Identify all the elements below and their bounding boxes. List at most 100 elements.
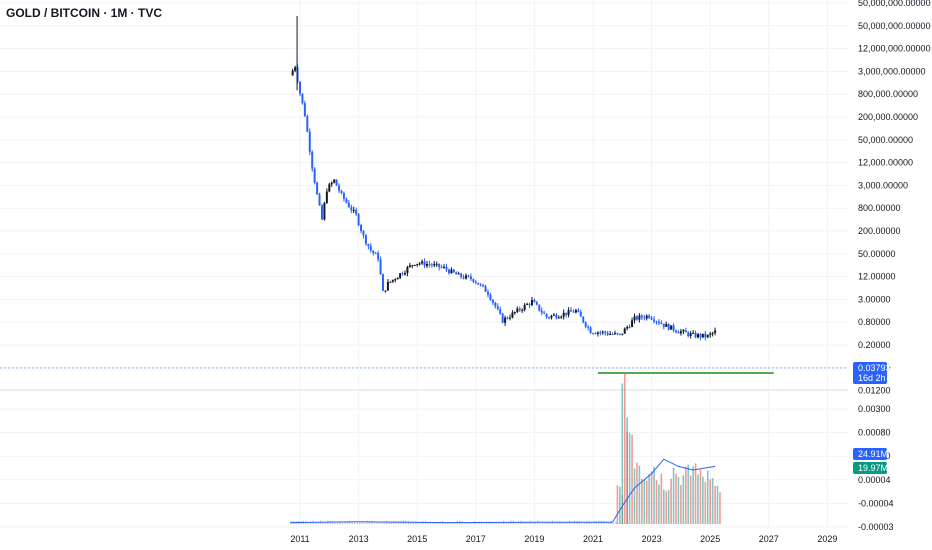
volume-bar [373,522,375,524]
candle-body [572,311,575,313]
time-tick-label: 2027 [759,534,779,544]
time-tick-label: 2023 [642,534,662,544]
price-axis[interactable]: 50,000,000.00000 50,000,000.00000 12,000,0… [858,0,931,532]
volume-bar [471,522,473,524]
candle-body [692,332,695,334]
candle-body [565,312,568,315]
candle-body [577,310,580,312]
candle-body [538,304,541,311]
overlays [0,367,848,524]
candle-body [350,207,353,211]
volume-bar [337,522,339,524]
candle-body [487,291,490,295]
price-tick-label: 50,000,000.00000 [858,0,931,8]
candle-body [357,214,360,226]
volume-bar [628,432,631,524]
volume-bar [660,473,663,524]
candle-body [696,334,699,338]
candle-body [533,300,536,303]
time-tick-label: 2015 [407,534,427,544]
candle-body [406,267,409,274]
candle-body [450,269,453,274]
time-tick-label: 2025 [700,534,720,544]
volume-bar [515,522,517,524]
candle-body [301,93,304,104]
candle-body [452,269,455,273]
candle-body [379,259,382,275]
volume-tick-label: 0.00004 [858,475,891,485]
price-badge [853,362,887,384]
volume-bar [583,521,585,524]
volume-bar [361,522,363,524]
candle-body [684,330,687,333]
candle-body [631,320,634,327]
candle-body [333,179,336,183]
volume-tick-label: -0.00003 [858,522,894,532]
volume-bar [388,522,390,524]
volume-bar [636,462,638,524]
candle-body [374,252,377,254]
candle-body [428,264,431,266]
candle-body [491,299,494,303]
volume-bar [680,485,682,524]
volume-bar [427,522,429,524]
volume-bar [341,522,344,524]
candle-body [318,194,321,206]
volume-bar [663,489,665,524]
candle-body [501,313,504,323]
time-axis[interactable]: 2011 2013 2015 2017 2019 2021 2023 2025 2027 2029 [290,534,837,544]
candle-body [550,315,553,318]
volume-bar [358,522,361,524]
candle-body [416,263,419,265]
volume-bar [672,468,675,524]
candle-body [435,263,438,265]
volume-bar [420,522,422,524]
volume-bar [650,471,653,524]
volume-bar [626,431,628,524]
volume-bar [581,522,583,524]
candle-body [635,316,638,320]
candle-body [670,325,673,330]
candle-body [660,323,663,325]
volume-bar [332,521,334,524]
candle-body [355,209,358,215]
volume-bar [702,476,704,524]
candle-body [499,309,502,314]
volume-bar [561,522,563,524]
candle-body [506,317,509,319]
volume-bar [631,434,633,524]
volume-bar [711,478,714,524]
candle-body [369,246,372,251]
candle-body [382,274,385,291]
volume-bar [590,522,593,524]
candle-body [433,264,436,266]
candle-body [413,264,416,266]
candle-body [528,303,531,305]
volume-bar [665,491,668,524]
candle-body [411,265,414,267]
price-tick-label: 3.00000 [858,294,891,304]
volume-bar [315,522,317,524]
price-tick-label: 800,000.00000 [858,89,918,99]
candle-body [665,323,668,327]
volume-bar [542,521,544,524]
volume-bar [605,521,607,524]
volume-bar [643,480,646,524]
candle-body [489,294,492,300]
candle-body [386,281,389,291]
candle-body [555,314,558,319]
volume-bar [556,521,558,524]
candle-body [472,279,475,282]
price-tick-label: 50,000.00000 [858,135,913,145]
candle-body [679,331,682,334]
volume-bar [417,522,419,524]
candle-body [594,333,597,335]
volume-bar [534,522,536,524]
candle-body [504,317,507,323]
candle-body [711,332,714,334]
candle-body [518,308,521,311]
volume-bar [682,475,685,524]
candle-body [306,116,309,132]
candle-body [391,279,394,282]
